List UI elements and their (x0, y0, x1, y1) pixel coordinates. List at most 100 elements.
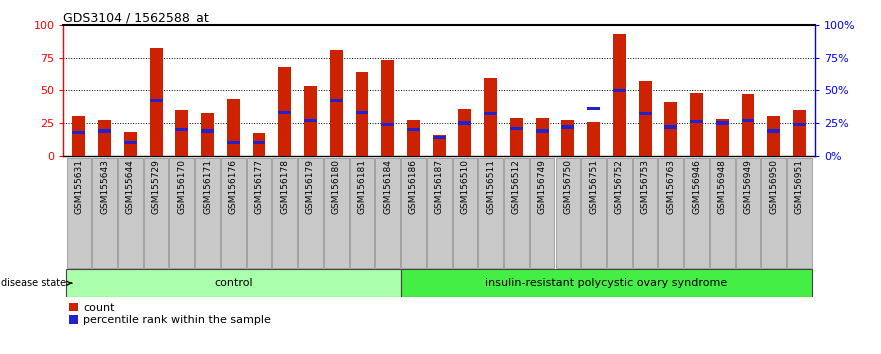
Bar (98, 129, 111, 132)
Bar (124, 132, 137, 156)
Bar (278, 67, 292, 156)
FancyBboxPatch shape (761, 158, 786, 268)
Bar (690, 120, 703, 123)
FancyBboxPatch shape (272, 158, 297, 268)
Text: GSM156178: GSM156178 (280, 159, 289, 214)
Text: GSM156187: GSM156187 (434, 159, 444, 214)
FancyBboxPatch shape (787, 158, 811, 268)
Text: GSM156753: GSM156753 (640, 159, 649, 214)
Bar (381, 60, 394, 156)
Bar (485, 79, 497, 156)
Text: GSM156951: GSM156951 (795, 159, 804, 214)
Text: GSM155644: GSM155644 (126, 159, 135, 214)
Bar (536, 129, 549, 132)
Text: GSM156949: GSM156949 (744, 159, 752, 214)
FancyBboxPatch shape (401, 158, 426, 268)
FancyBboxPatch shape (298, 158, 322, 268)
Bar (587, 122, 600, 156)
Text: insulin-resistant polycystic ovary syndrome: insulin-resistant polycystic ovary syndr… (485, 278, 728, 288)
Text: GSM156752: GSM156752 (615, 159, 624, 214)
Bar (613, 88, 626, 92)
FancyBboxPatch shape (736, 158, 760, 268)
Text: GSM156184: GSM156184 (383, 159, 392, 214)
Bar (407, 120, 420, 156)
Bar (613, 34, 626, 156)
Bar (98, 120, 111, 156)
Bar (536, 118, 549, 156)
FancyBboxPatch shape (401, 269, 812, 297)
Text: GSM156186: GSM156186 (409, 159, 418, 214)
Text: GSM156749: GSM156749 (537, 159, 546, 214)
FancyBboxPatch shape (478, 158, 503, 268)
FancyBboxPatch shape (607, 158, 632, 268)
Bar (561, 125, 574, 129)
Bar (356, 72, 368, 156)
FancyBboxPatch shape (196, 158, 220, 268)
Bar (253, 141, 265, 144)
Text: GSM156512: GSM156512 (512, 159, 521, 214)
Bar (304, 86, 317, 156)
Bar (278, 111, 292, 114)
Text: GSM156177: GSM156177 (255, 159, 263, 214)
Text: GSM156763: GSM156763 (666, 159, 676, 214)
Bar (690, 93, 703, 156)
Bar (407, 128, 420, 131)
Text: GSM156511: GSM156511 (486, 159, 495, 214)
Bar (201, 129, 214, 132)
FancyBboxPatch shape (144, 158, 168, 268)
Text: GSM155643: GSM155643 (100, 159, 109, 214)
Text: GSM156171: GSM156171 (203, 159, 212, 214)
Text: GSM156176: GSM156176 (229, 159, 238, 214)
Bar (664, 102, 677, 156)
FancyBboxPatch shape (556, 158, 581, 268)
Text: GSM156181: GSM156181 (358, 159, 366, 214)
Text: disease state: disease state (1, 278, 71, 288)
Text: GSM156180: GSM156180 (332, 159, 341, 214)
FancyBboxPatch shape (504, 158, 529, 268)
Bar (304, 119, 317, 122)
FancyBboxPatch shape (658, 158, 683, 268)
Bar (150, 48, 162, 156)
Bar (381, 123, 394, 126)
FancyBboxPatch shape (324, 158, 349, 268)
FancyBboxPatch shape (453, 158, 478, 268)
Text: GSM156950: GSM156950 (769, 159, 778, 214)
FancyBboxPatch shape (221, 158, 246, 268)
Bar (175, 110, 189, 156)
FancyBboxPatch shape (350, 158, 374, 268)
FancyBboxPatch shape (93, 158, 117, 268)
Text: GSM156179: GSM156179 (306, 159, 315, 214)
FancyBboxPatch shape (685, 158, 709, 268)
FancyBboxPatch shape (169, 158, 194, 268)
Text: control: control (214, 278, 253, 288)
Text: GSM155631: GSM155631 (74, 159, 84, 214)
Bar (716, 121, 729, 125)
Text: GSM155729: GSM155729 (152, 159, 160, 214)
Bar (72, 116, 85, 156)
FancyBboxPatch shape (66, 269, 401, 297)
Bar (226, 99, 240, 156)
Bar (458, 109, 471, 156)
Text: GSM156170: GSM156170 (177, 159, 186, 214)
Bar (716, 119, 729, 156)
Bar (587, 107, 600, 110)
Bar (742, 94, 754, 156)
Bar (356, 111, 368, 114)
Bar (767, 116, 781, 156)
FancyBboxPatch shape (529, 158, 554, 268)
Bar (329, 50, 343, 156)
Bar (124, 141, 137, 144)
Bar (742, 119, 754, 122)
Bar (329, 99, 343, 102)
Bar (510, 127, 522, 130)
Bar (72, 131, 85, 134)
Bar (175, 128, 189, 131)
FancyBboxPatch shape (375, 158, 400, 268)
Bar (458, 121, 471, 125)
Text: GSM156751: GSM156751 (589, 159, 598, 214)
Bar (510, 118, 522, 156)
Bar (485, 112, 497, 115)
FancyBboxPatch shape (581, 158, 606, 268)
Legend: count, percentile rank within the sample: count, percentile rank within the sample (69, 303, 271, 325)
Text: GSM156948: GSM156948 (718, 159, 727, 214)
